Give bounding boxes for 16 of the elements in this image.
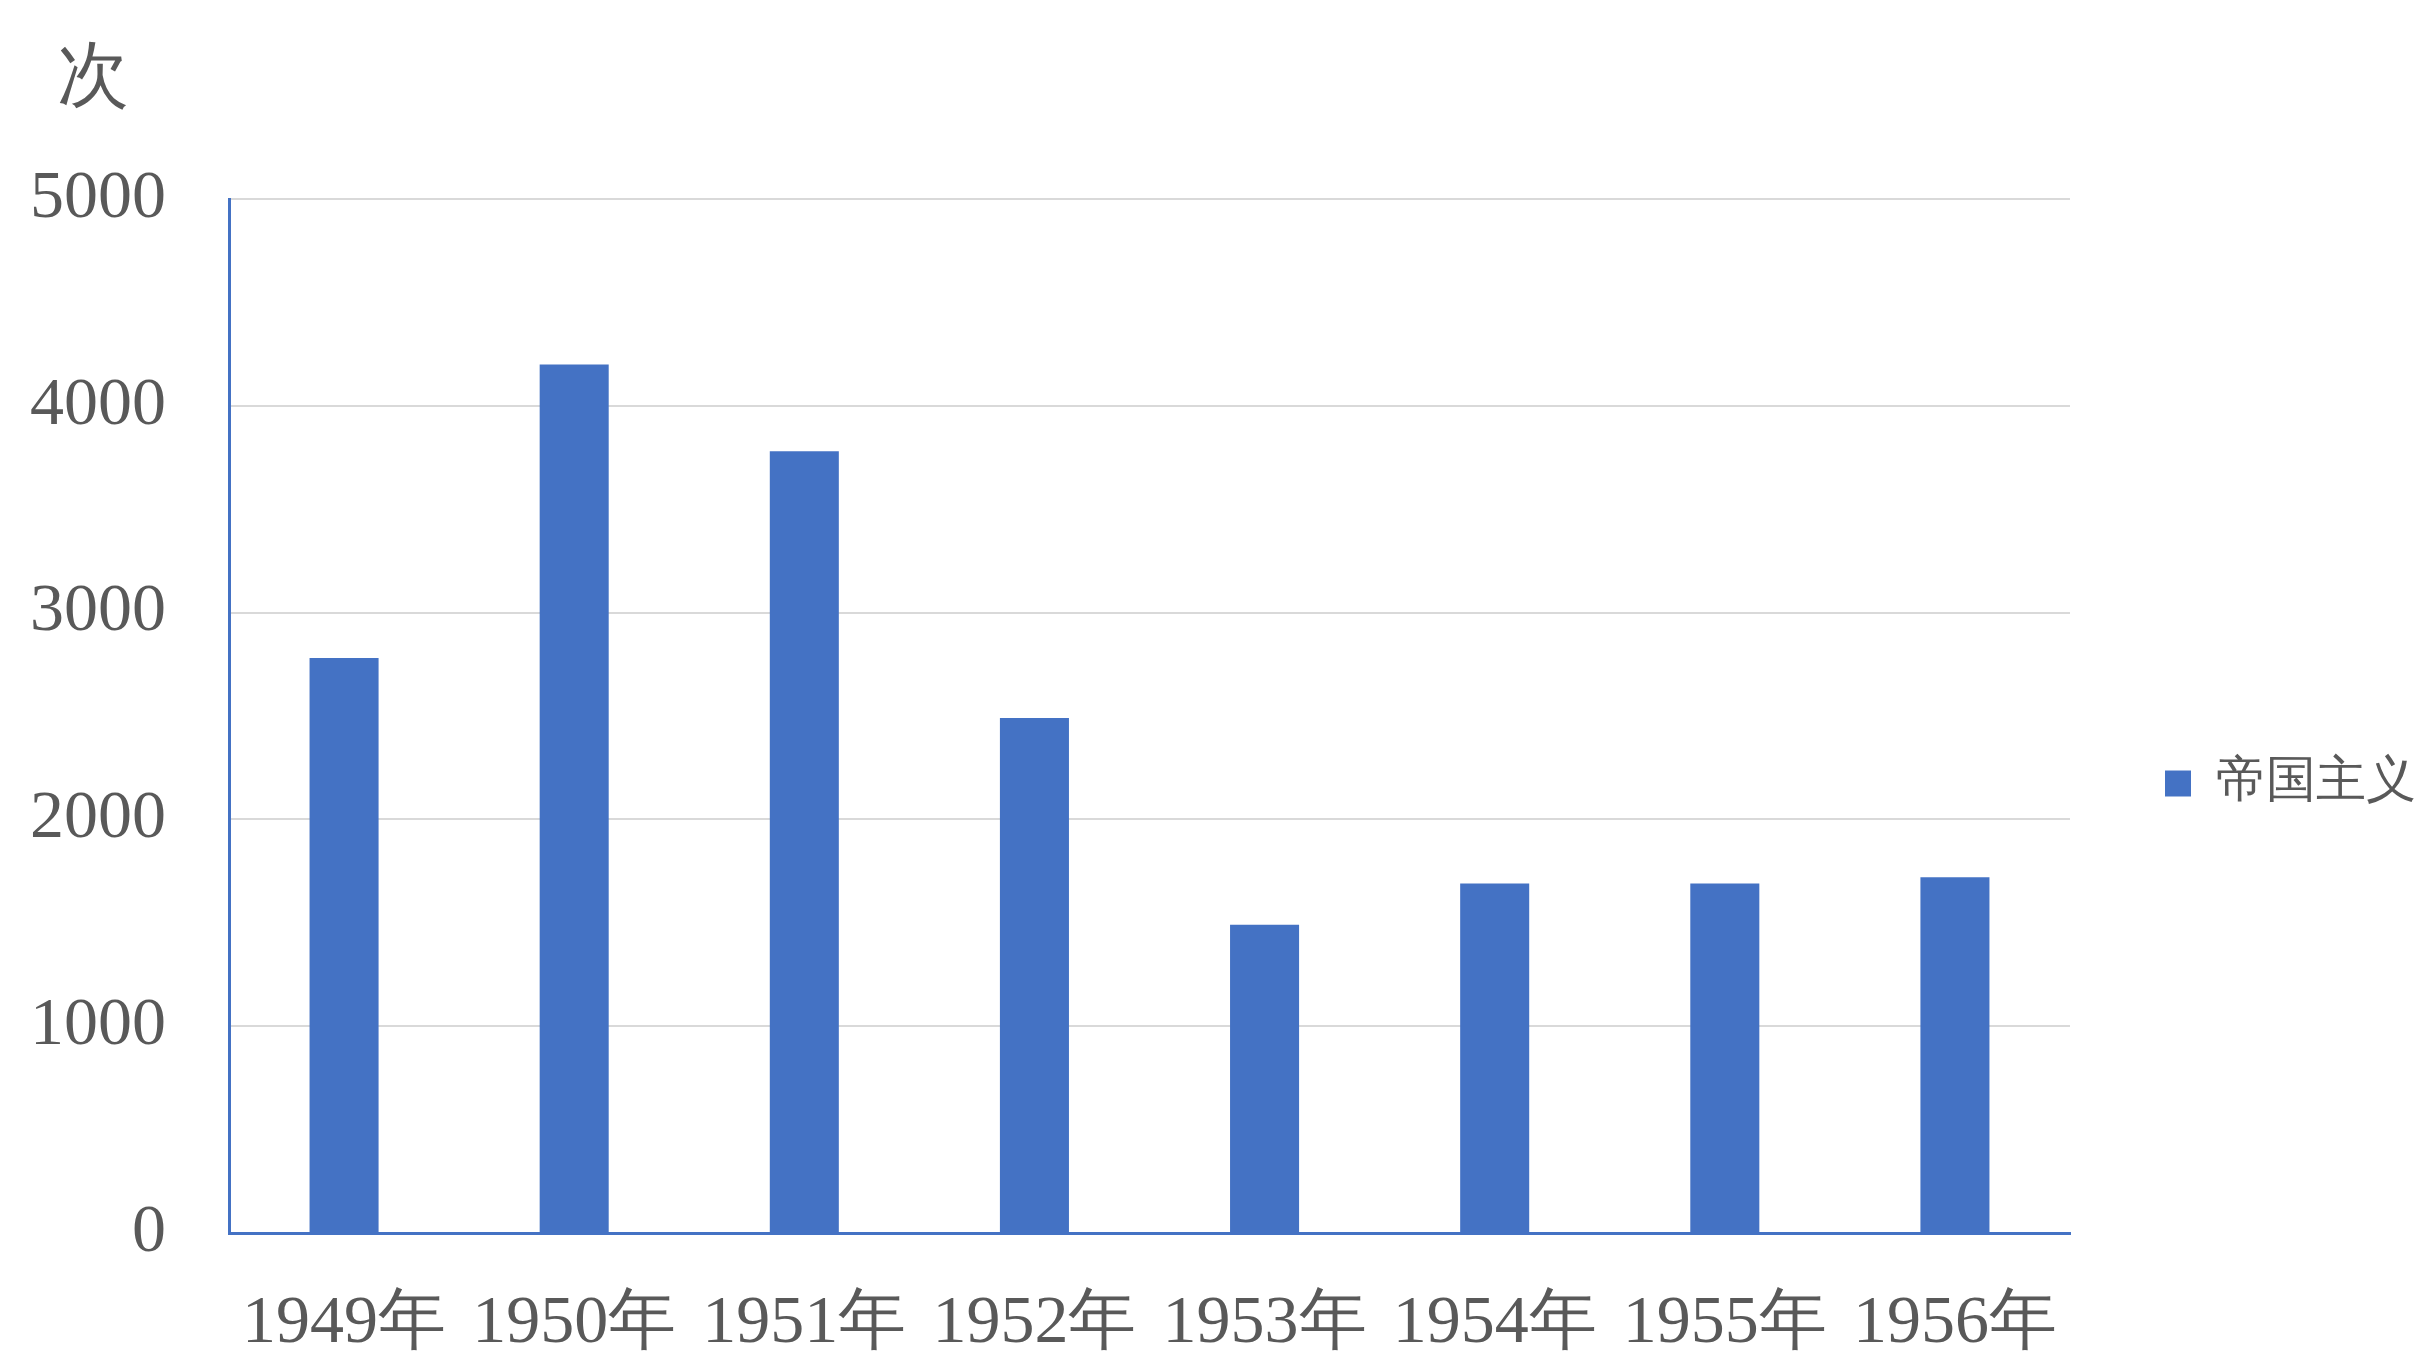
x-tick-label: 1949年 xyxy=(242,1280,447,1357)
y-axis-title: 次 xyxy=(57,31,129,116)
y-tick-label: 3000 xyxy=(30,569,166,646)
y-tick-label: 4000 xyxy=(30,362,166,439)
y-tick-label: 1000 xyxy=(30,983,166,1060)
x-tick-label: 1953年 xyxy=(1162,1280,1367,1357)
x-tick-label: 1956年 xyxy=(1852,1280,2057,1357)
legend-label: 帝国主义 xyxy=(2216,750,2416,809)
x-tick-label: 1951年 xyxy=(702,1280,907,1357)
y-tick-label: 0 xyxy=(132,1189,166,1266)
y-tick-label: 5000 xyxy=(30,155,166,232)
x-tick-label: 1955年 xyxy=(1622,1280,1827,1357)
y-tick-label: 2000 xyxy=(30,776,166,853)
x-tick-label: 1954年 xyxy=(1392,1280,1597,1357)
x-tick-label: 1952年 xyxy=(932,1280,1137,1357)
x-tick-label: 1950年 xyxy=(472,1280,677,1357)
